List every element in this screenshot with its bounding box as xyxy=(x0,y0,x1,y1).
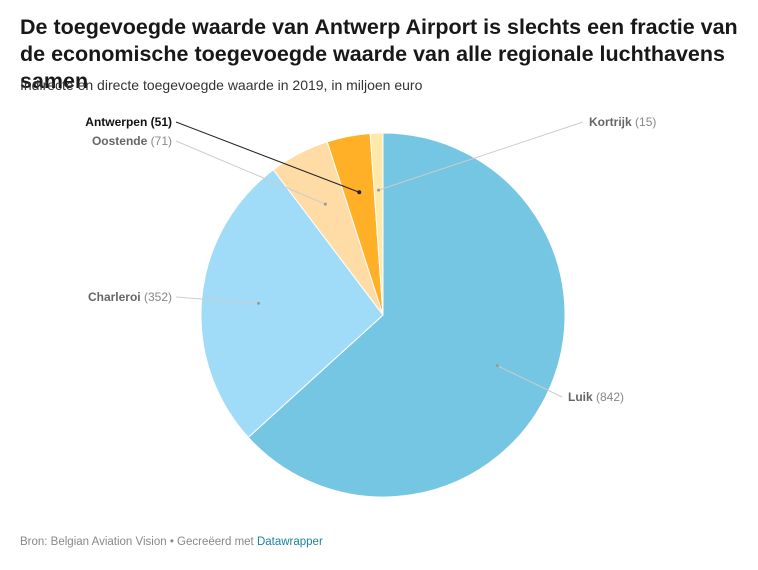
pie-slice-luik[interactable] xyxy=(247,132,566,498)
slice-label-charleroi: Charleroi (352) xyxy=(88,290,172,304)
slice-label-value: (352) xyxy=(141,290,172,304)
slice-label-name: Oostende xyxy=(92,134,148,148)
chart-subtitle: Indirecte en directe toegevoegde waarde … xyxy=(20,77,423,93)
slice-label-kortrijk: Kortrijk (15) xyxy=(589,115,656,129)
slice-label-name: Charleroi xyxy=(88,290,141,304)
source-note: Bron: Belgian Aviation Vision • Gecreëer… xyxy=(20,536,257,548)
leader-line-oostende xyxy=(175,140,326,205)
slice-label-name: Luik xyxy=(568,390,593,404)
pie-chart: Luik (842)Charleroi (352)Oostende (71)An… xyxy=(85,115,656,498)
datawrapper-link[interactable]: Datawrapper xyxy=(256,536,323,548)
slice-label-name: Kortrijk xyxy=(589,115,632,129)
leader-dot-luik xyxy=(495,364,499,368)
leader-line-luik xyxy=(497,365,563,398)
slice-label-value: (71) xyxy=(147,134,172,148)
leader-dot-oostende xyxy=(323,202,327,206)
slice-label-name: Antwerpen xyxy=(85,115,147,129)
leader-line-kortrijk xyxy=(378,121,584,191)
slice-label-antwerpen: Antwerpen (51) xyxy=(85,115,172,129)
leader-line-antwerpen xyxy=(175,121,360,193)
leader-dot-charleroi xyxy=(257,301,261,305)
pie-slice-kortrijk[interactable] xyxy=(369,132,384,316)
slice-label-value: (842) xyxy=(593,390,624,404)
chart-title: De toegevoegde waarde van Antwerp Airpor… xyxy=(20,15,738,93)
pie-labels: Luik (842)Charleroi (352)Oostende (71)An… xyxy=(85,115,656,404)
leader-dot-antwerpen xyxy=(357,190,362,195)
slice-label-luik: Luik (842) xyxy=(568,390,624,404)
leader-dot-kortrijk xyxy=(377,188,381,192)
leader-line-charleroi xyxy=(175,296,259,304)
slice-label-oostende: Oostende (71) xyxy=(92,134,172,148)
slice-label-value: (15) xyxy=(632,115,657,129)
slice-label-value: (51) xyxy=(147,115,172,129)
footer: Bron: Belgian Aviation Vision • Gecreëer… xyxy=(20,536,323,548)
pie-slice-charleroi[interactable] xyxy=(200,169,384,439)
pie-slices xyxy=(200,132,566,498)
